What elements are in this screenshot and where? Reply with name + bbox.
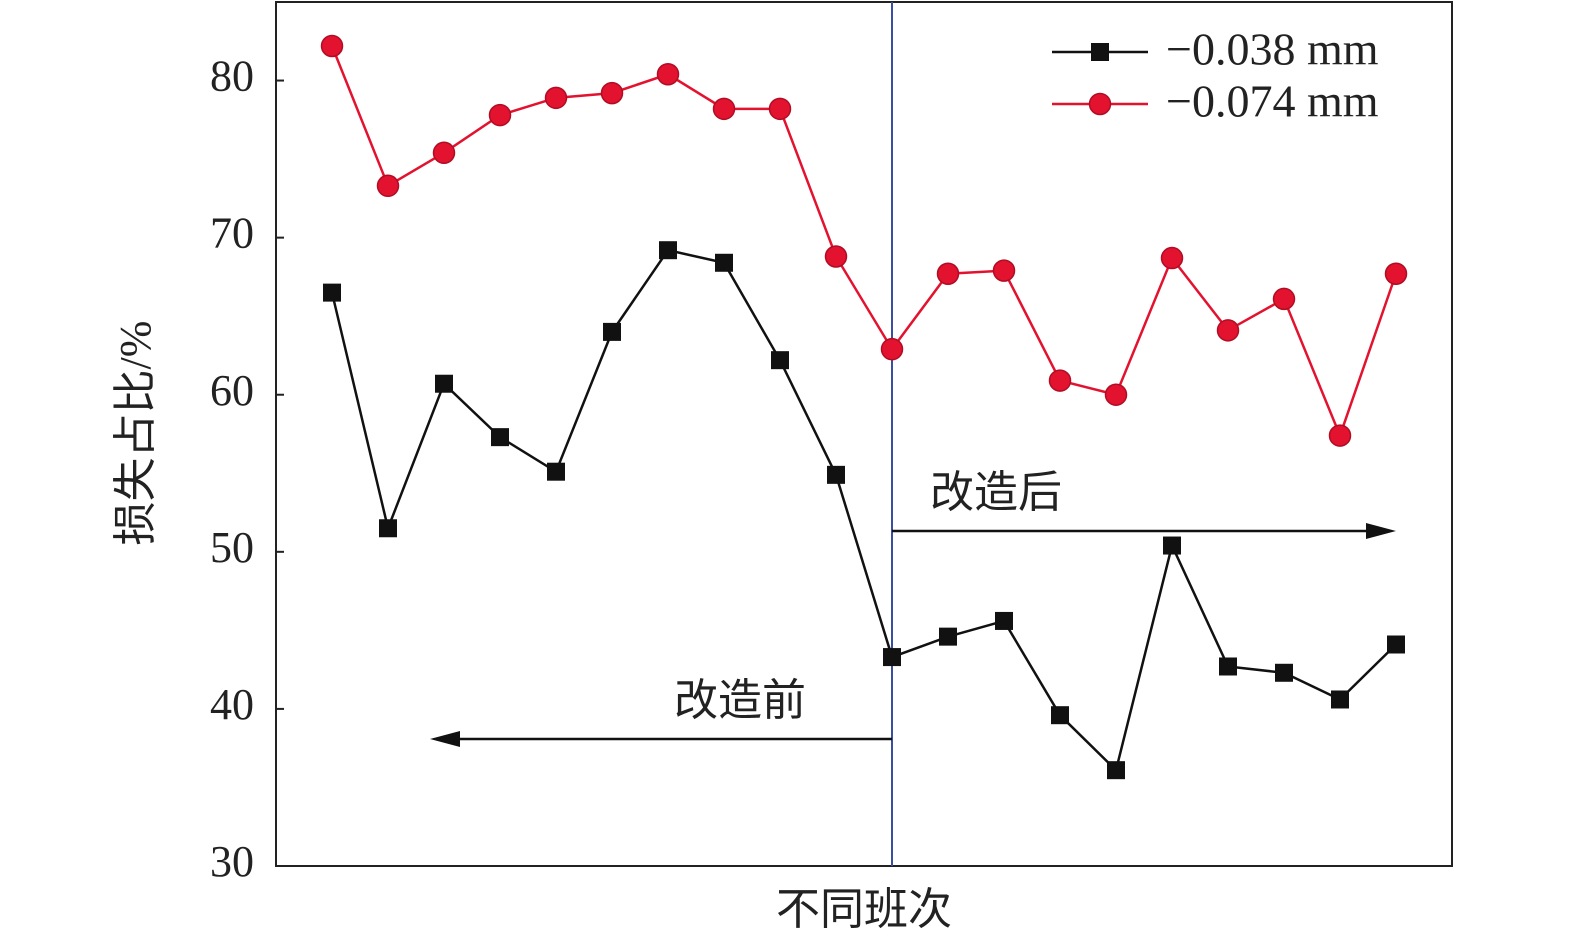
data-point: [379, 519, 397, 538]
data-point: [376, 174, 400, 198]
data-point: [491, 428, 509, 447]
data-point: [603, 322, 621, 341]
data-point: [323, 283, 341, 302]
data-point: [1051, 706, 1069, 725]
plot-frame: [275, 1, 1453, 867]
data-point: [768, 97, 792, 121]
data-point: [827, 465, 845, 484]
y-axis-label: 损失占比/%: [111, 321, 160, 546]
data-point: [771, 351, 789, 370]
x-axis-label: 不同班次: [776, 885, 952, 934]
data-point: [547, 462, 565, 481]
data-point: [656, 63, 680, 86]
data-point: [320, 34, 344, 58]
data-point: [544, 86, 568, 110]
arrow-head: [1366, 523, 1396, 539]
y-tick-label: 70: [210, 209, 254, 258]
series: [323, 241, 1405, 780]
legend-marker: [1088, 92, 1112, 116]
data-point: [1107, 761, 1125, 780]
data-point: [1219, 657, 1237, 676]
data-point: [659, 241, 677, 260]
data-point: [1331, 690, 1349, 709]
data-point: [1160, 246, 1184, 270]
annotation: 改造前: [674, 676, 806, 725]
legend-label: −0.074 mm: [1166, 76, 1379, 127]
data-point: [432, 141, 456, 165]
data-point: [992, 259, 1016, 282]
y-tick-label: 50: [210, 523, 254, 572]
series-line: [330, 248, 1397, 773]
data-point: [824, 245, 848, 268]
data-point: [1328, 424, 1352, 447]
data-point: [712, 97, 736, 121]
data-point: [1387, 635, 1405, 654]
y-tick-label: 40: [210, 680, 254, 729]
y-tick-label: 30: [210, 837, 254, 886]
legend-label: −0.038 mm: [1166, 24, 1379, 75]
data-point: [600, 81, 624, 105]
data-point: [1272, 287, 1296, 311]
y-tick-label: 60: [210, 366, 254, 415]
arrow-before: [430, 731, 892, 747]
arrow-after: [892, 523, 1396, 539]
legend: −0.038 mm−0.074 mm: [1052, 24, 1379, 127]
data-point: [1048, 369, 1072, 392]
data-point: [435, 374, 453, 393]
y-tick-label: 80: [210, 52, 254, 101]
data-point: [936, 262, 960, 286]
data-point: [939, 627, 957, 646]
data-point: [488, 103, 512, 127]
data-point: [1163, 536, 1181, 555]
series: [320, 34, 1408, 447]
annotation: 改造后: [930, 468, 1062, 517]
legend-marker: [1091, 43, 1109, 61]
data-point: [1216, 319, 1240, 342]
data-point: [715, 253, 733, 272]
arrow-head: [430, 731, 460, 747]
data-point: [1104, 383, 1128, 406]
data-point: [1384, 262, 1408, 286]
data-point: [1275, 663, 1293, 682]
data-point: [995, 611, 1013, 630]
data-point: [883, 648, 901, 667]
data-point: [880, 337, 904, 361]
